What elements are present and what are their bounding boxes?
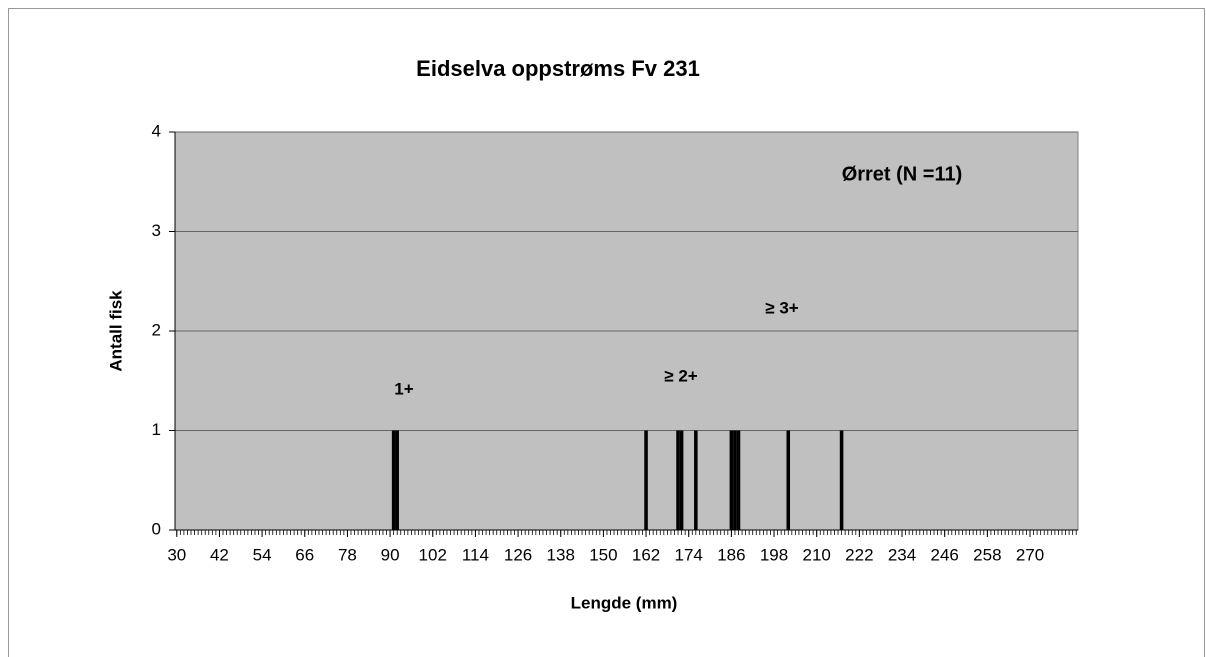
x-tick-label: 198 [760,545,788,564]
bar [729,430,734,530]
x-tick-label: 54 [253,545,272,564]
annotation: ≥ 2+ [664,366,698,385]
bar [736,430,741,530]
x-tick-label: 42 [210,545,229,564]
bar [395,430,399,530]
x-tick-label: 78 [338,545,357,564]
x-tick-label: 102 [419,545,447,564]
x-tick-label: 258 [973,545,1001,564]
y-tick-label: 2 [152,320,161,339]
y-tick-label: 0 [152,519,161,538]
bar [644,430,648,530]
x-axis-label: Lengde (mm) [571,593,678,612]
x-tick-label: 66 [295,545,314,564]
x-tick-label: 222 [845,545,873,564]
x-tick-label: 174 [675,545,703,564]
bar [679,430,684,530]
y-tick-label: 3 [152,221,161,240]
x-tick-label: 162 [632,545,660,564]
annotation: Ørret (N =11) [842,163,963,185]
x-tick-label: 210 [803,545,831,564]
bar [676,430,680,530]
x-tick-label: 30 [167,545,186,564]
x-tick-label: 114 [462,545,489,564]
x-tick-label: 246 [930,545,958,564]
x-tick-label: 138 [547,545,575,564]
annotation: ≥ 3+ [765,298,799,317]
x-tick-label: 90 [381,545,400,564]
x-tick-label: 150 [589,545,617,564]
bar [694,430,698,530]
x-tick-label: 270 [1016,545,1044,564]
chart-title: Eidselva oppstrøms Fv 231 [416,56,700,81]
bar [786,430,791,530]
y-tick-label: 1 [152,420,161,439]
x-tick-label: 186 [717,545,745,564]
y-axis-label: Antall fisk [106,290,125,372]
bar [391,430,396,530]
x-tick-label: 234 [888,545,916,564]
bar [839,430,844,530]
y-tick-label: 4 [152,121,161,140]
bar [733,430,737,530]
annotation: 1+ [394,379,413,398]
x-tick-label: 126 [504,545,532,564]
